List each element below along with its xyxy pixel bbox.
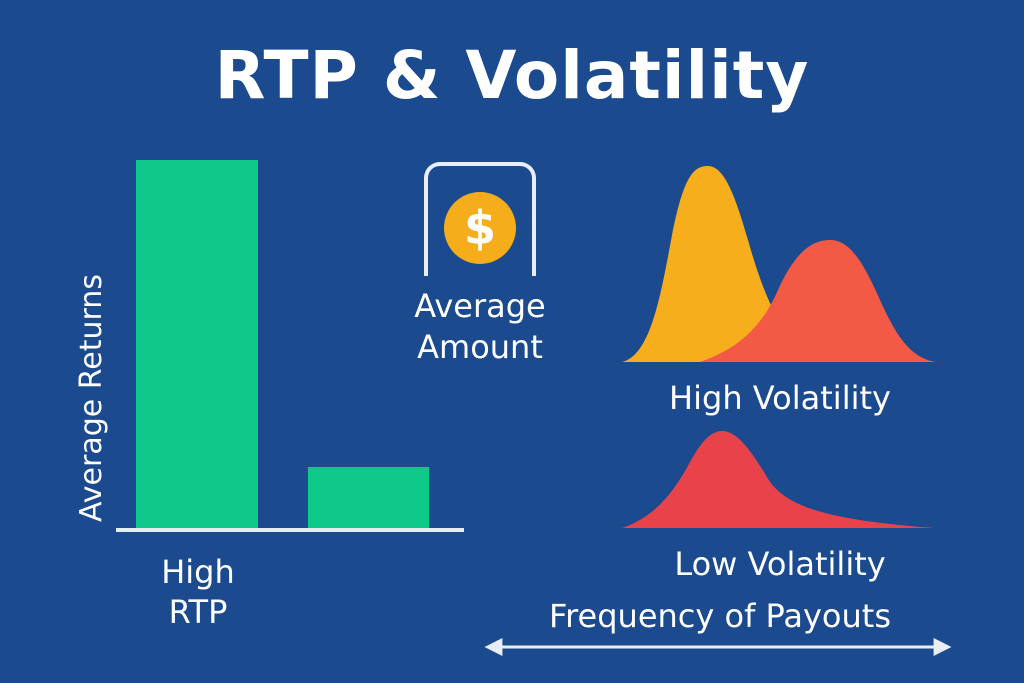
low-rtp-bar	[308, 467, 429, 530]
page-title: RTP & Volatility	[214, 37, 810, 114]
dollar-coin-icon: $	[444, 192, 516, 264]
coin-holder-frame	[424, 162, 536, 276]
low-volatility-curve	[622, 431, 934, 528]
average-amount-label: Average Amount	[414, 287, 546, 366]
chart-baseline	[116, 528, 464, 532]
high-volatility-red-curve	[700, 240, 936, 362]
high-rtp-bar	[136, 160, 258, 530]
low-volatility-label: Low Volatility	[674, 545, 886, 583]
high-volatility-label: High Volatility	[669, 379, 891, 417]
frequency-axis-label: Frequency of Payouts	[549, 597, 891, 635]
high-rtp-label: High RTP	[161, 553, 235, 631]
